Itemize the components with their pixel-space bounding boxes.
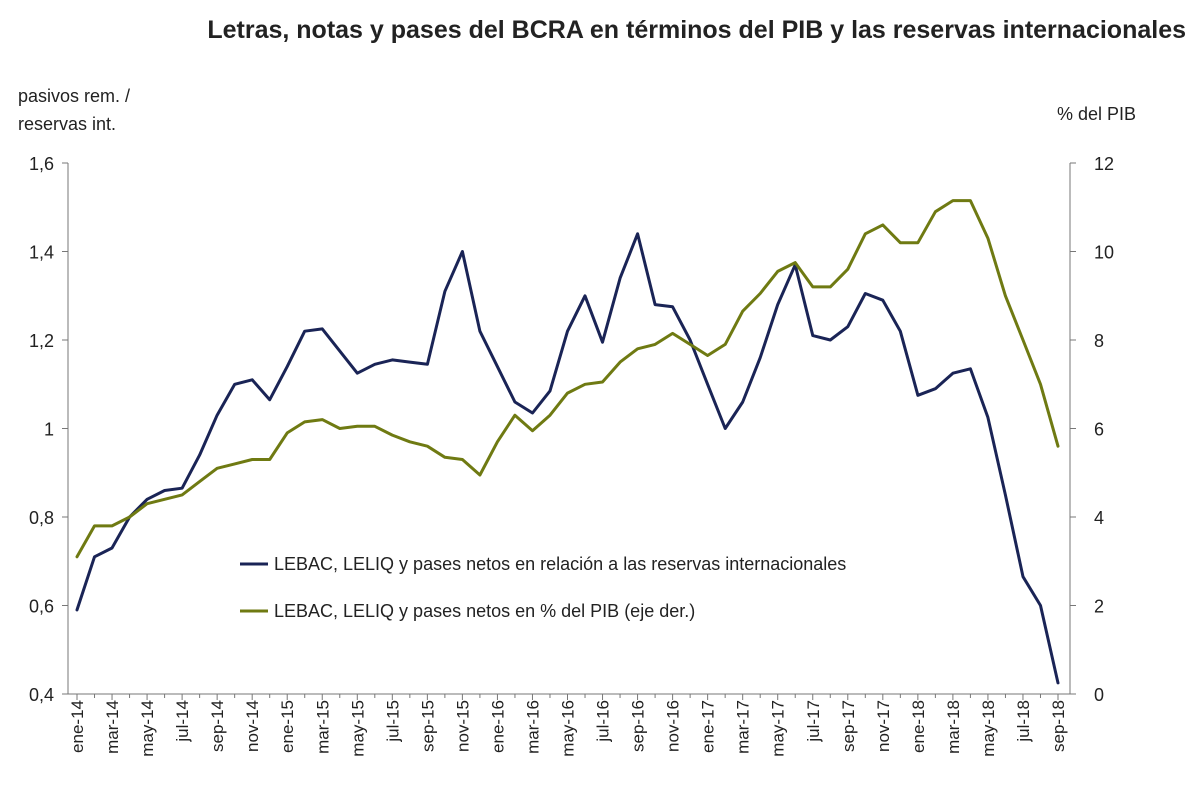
x-tick-label: may-18: [979, 700, 998, 757]
x-tick-label: may-16: [559, 700, 578, 757]
right-axis-ticks: 0 2 4 6 8 10 12: [1070, 154, 1114, 705]
x-tick-label: ene-17: [699, 700, 718, 753]
x-axis-ticks: ene-14 mar-14 may-14 jul-14 sep-14 nov-14 ene-…: [68, 694, 1068, 757]
x-tick-label: sep-15: [418, 700, 437, 752]
left-tick-label: 0,8: [29, 508, 54, 528]
x-tick-label: jul-16: [594, 700, 613, 743]
x-tick-label: may-17: [769, 700, 788, 757]
left-axis-label-line2: reservas int.: [18, 114, 116, 134]
left-axis-ticks: 0,4 0,6 0,8 1 1,2 1,4 1,6: [29, 154, 68, 705]
x-tick-label: ene-16: [488, 700, 507, 753]
x-tick-label: ene-14: [68, 700, 87, 753]
left-tick-label: 1,2: [29, 331, 54, 351]
x-tick-label: sep-14: [208, 700, 227, 752]
x-tick-label: mar-18: [944, 700, 963, 754]
x-tick-label: jul-14: [173, 700, 192, 743]
right-tick-label: 4: [1094, 508, 1104, 528]
series-line-reserves: [75, 232, 1060, 685]
x-tick-label: mar-14: [103, 700, 122, 754]
x-tick-label: ene-15: [278, 700, 297, 753]
x-tick-label: mar-15: [313, 700, 332, 754]
series-layer: [75, 199, 1060, 685]
x-tick-label: nov-15: [453, 700, 472, 752]
x-tick-label: jul-15: [383, 700, 402, 743]
x-tick-label: jul-17: [804, 700, 823, 743]
right-tick-label: 8: [1094, 331, 1104, 351]
x-tick-label: may-15: [348, 700, 367, 757]
right-tick-label: 10: [1094, 243, 1114, 263]
x-tick-label: nov-14: [243, 700, 262, 752]
left-tick-label: 1,4: [29, 243, 54, 263]
right-tick-label: 12: [1094, 154, 1114, 174]
left-tick-label: 1,6: [29, 154, 54, 174]
x-tick-label: ene-18: [909, 700, 928, 753]
left-tick-label: 0,6: [29, 597, 54, 617]
x-tick-label: sep-16: [629, 700, 648, 752]
left-axis-label-line1: pasivos rem. /: [18, 86, 130, 106]
x-tick-label: jul-18: [1014, 700, 1033, 743]
x-tick-label: nov-16: [664, 700, 683, 752]
left-tick-label: 0,4: [29, 685, 54, 705]
right-axis-label: % del PIB: [1057, 104, 1136, 124]
x-tick-label: mar-16: [523, 700, 542, 754]
right-tick-label: 6: [1094, 420, 1104, 440]
left-tick-label: 1: [44, 420, 54, 440]
legend-label-pib: LEBAC, LELIQ y pases netos en % del PIB …: [274, 601, 695, 621]
x-tick-label: may-14: [138, 700, 157, 757]
x-tick-label: nov-17: [874, 700, 893, 752]
right-tick-label: 0: [1094, 685, 1104, 705]
chart-title: Letras, notas y pases del BCRA en términ…: [207, 16, 1186, 44]
series-line-pib: [75, 199, 1060, 559]
x-tick-label: mar-17: [734, 700, 753, 754]
legend-label-reserves: LEBAC, LELIQ y pases netos en relación a…: [274, 554, 846, 574]
right-tick-label: 2: [1094, 597, 1104, 617]
legend: LEBAC, LELIQ y pases netos en relación a…: [240, 554, 846, 621]
x-tick-label: sep-17: [839, 700, 858, 752]
x-tick-label: sep-18: [1049, 700, 1068, 752]
